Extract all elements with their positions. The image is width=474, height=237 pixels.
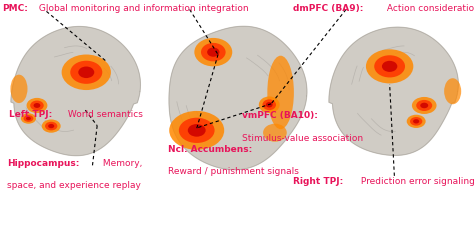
Text: Prediction error signaling: Prediction error signaling bbox=[358, 177, 474, 186]
Text: Global monitoring and information integration: Global monitoring and information integr… bbox=[36, 4, 248, 13]
Ellipse shape bbox=[27, 98, 47, 113]
Ellipse shape bbox=[62, 55, 111, 90]
Text: vmPFC (BA10):: vmPFC (BA10): bbox=[242, 111, 318, 120]
Text: World semantics: World semantics bbox=[65, 110, 143, 119]
Text: Hippocampus:: Hippocampus: bbox=[7, 159, 80, 168]
Ellipse shape bbox=[78, 67, 94, 78]
Ellipse shape bbox=[24, 115, 33, 122]
Ellipse shape bbox=[267, 56, 294, 129]
Ellipse shape bbox=[259, 96, 280, 113]
Ellipse shape bbox=[416, 100, 432, 111]
Ellipse shape bbox=[48, 124, 54, 128]
Ellipse shape bbox=[21, 113, 36, 124]
Ellipse shape bbox=[201, 43, 226, 61]
Polygon shape bbox=[169, 26, 307, 170]
Text: Left TPJ:: Left TPJ: bbox=[9, 110, 53, 119]
Ellipse shape bbox=[169, 111, 224, 150]
Ellipse shape bbox=[70, 61, 102, 84]
Ellipse shape bbox=[188, 124, 206, 137]
Ellipse shape bbox=[42, 119, 61, 133]
Text: Reward / punishment signals: Reward / punishment signals bbox=[168, 167, 299, 176]
Ellipse shape bbox=[266, 102, 273, 107]
Polygon shape bbox=[11, 27, 140, 156]
Ellipse shape bbox=[263, 99, 276, 110]
Ellipse shape bbox=[412, 97, 437, 114]
Text: Action consideration: Action consideration bbox=[384, 4, 474, 13]
Text: Memory,: Memory, bbox=[100, 159, 143, 168]
Ellipse shape bbox=[407, 115, 426, 128]
Text: Right TPJ:: Right TPJ: bbox=[293, 177, 343, 186]
Ellipse shape bbox=[263, 124, 287, 142]
Ellipse shape bbox=[194, 38, 232, 66]
Ellipse shape bbox=[366, 49, 413, 83]
Ellipse shape bbox=[179, 118, 215, 143]
Text: PMC:: PMC: bbox=[2, 4, 28, 13]
Text: Stimulus-value association: Stimulus-value association bbox=[242, 134, 363, 143]
Ellipse shape bbox=[26, 117, 31, 120]
Text: Ncl. Accumbens:: Ncl. Accumbens: bbox=[168, 145, 253, 154]
Ellipse shape bbox=[420, 103, 428, 108]
Ellipse shape bbox=[34, 103, 40, 108]
Ellipse shape bbox=[413, 119, 419, 123]
Ellipse shape bbox=[45, 122, 57, 130]
Text: dmPFC (BA9):: dmPFC (BA9): bbox=[293, 4, 363, 13]
Ellipse shape bbox=[207, 47, 219, 57]
Ellipse shape bbox=[444, 78, 461, 104]
Text: space, and experience replay: space, and experience replay bbox=[7, 181, 141, 190]
Polygon shape bbox=[329, 27, 458, 155]
Ellipse shape bbox=[30, 100, 44, 110]
Ellipse shape bbox=[10, 75, 27, 103]
Ellipse shape bbox=[410, 117, 422, 126]
Ellipse shape bbox=[374, 55, 405, 77]
Ellipse shape bbox=[382, 61, 397, 72]
